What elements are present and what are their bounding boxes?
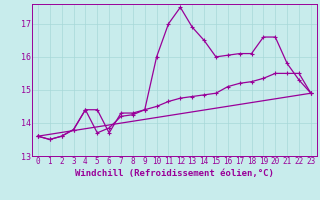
X-axis label: Windchill (Refroidissement éolien,°C): Windchill (Refroidissement éolien,°C)	[75, 169, 274, 178]
